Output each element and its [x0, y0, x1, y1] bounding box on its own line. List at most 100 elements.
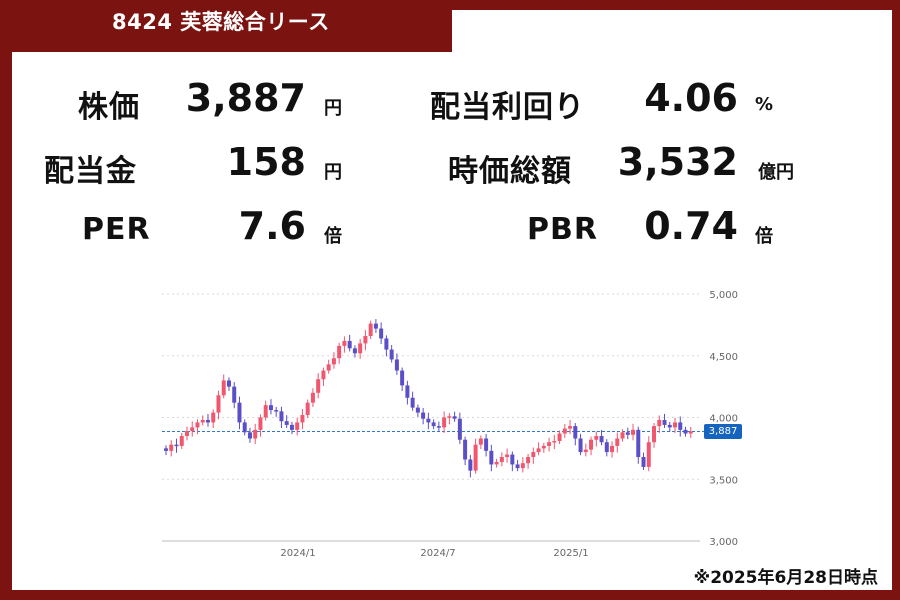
candle-body: [274, 410, 279, 412]
dividend-unit: 円: [324, 162, 342, 183]
candle-body: [295, 422, 300, 430]
dividend-yield-value: 4.06: [644, 76, 738, 120]
candle-body: [195, 422, 200, 428]
candle-body: [436, 426, 441, 428]
market-cap-unit: 億円: [758, 162, 794, 183]
price-unit: 円: [324, 98, 342, 119]
candle-body: [541, 445, 546, 449]
y-tick-label: 3,500: [709, 475, 738, 486]
candle-body: [515, 464, 520, 469]
candle-body: [599, 436, 604, 443]
candle-body: [489, 450, 494, 465]
candle-body: [379, 328, 384, 339]
per-unit: 倍: [324, 226, 342, 247]
candle-body: [363, 335, 368, 344]
candle-body: [578, 438, 583, 453]
candle-body: [305, 402, 310, 416]
candle-body: [557, 433, 562, 441]
candle-body: [615, 438, 620, 446]
x-tick-label: 2024/7: [420, 548, 455, 559]
pbr-label: PBR: [527, 212, 598, 247]
candle-body: [410, 397, 415, 408]
info-panel: [12, 52, 892, 590]
candle-body: [258, 417, 263, 430]
candle-body: [646, 442, 651, 467]
candle-body: [373, 323, 378, 329]
candle-body: [316, 379, 321, 393]
current-price-tag: 3,887: [704, 424, 742, 440]
candle-body: [678, 422, 683, 430]
candle-body: [300, 415, 305, 423]
candle-body: [284, 421, 289, 425]
panel-top-strip: [452, 10, 892, 52]
candle-body: [568, 426, 573, 429]
candle-body: [216, 395, 221, 413]
candle-body: [499, 457, 504, 462]
pbr-unit: 倍: [755, 226, 773, 247]
market-cap-value: 3,532: [617, 140, 738, 184]
candle-body: [179, 436, 184, 446]
candle-body: [174, 444, 179, 447]
candle-body: [347, 340, 352, 349]
candle-body: [620, 432, 625, 439]
candle-body: [447, 416, 452, 418]
candle-body: [394, 359, 399, 371]
candle-body: [510, 454, 515, 465]
candle-body: [457, 418, 462, 440]
candle-body: [310, 392, 315, 403]
candle-body: [442, 417, 447, 428]
title-tab: 8424 芙蓉総合リース: [0, 0, 452, 52]
candle-body: [478, 438, 483, 445]
candle-body: [652, 426, 657, 443]
candle-body: [604, 442, 609, 453]
candle-body: [683, 429, 688, 434]
chart-candles: [164, 319, 693, 478]
price-label: 株価: [78, 90, 140, 125]
candle-body: [169, 444, 174, 451]
candle-body: [573, 426, 578, 439]
candle-body: [190, 427, 195, 432]
candle-body: [289, 424, 294, 430]
y-tick-label: 3,000: [709, 537, 738, 548]
stock-title: 8424 芙蓉総合リース: [112, 10, 330, 34]
candle-body: [184, 431, 189, 437]
candle-body: [631, 429, 636, 435]
candle-body: [200, 419, 205, 423]
candle-body: [242, 422, 247, 433]
candle-body: [667, 424, 672, 428]
candle-body: [426, 418, 431, 423]
candle-body: [389, 349, 394, 360]
candle-body: [415, 407, 420, 413]
candle-body: [384, 338, 389, 350]
candle-body: [505, 454, 510, 458]
y-tick-label: 4,500: [709, 352, 738, 363]
candle-body: [405, 385, 410, 398]
candle-body: [583, 449, 588, 453]
candle-body: [484, 438, 489, 451]
candle-body: [205, 419, 210, 423]
candle-body: [164, 448, 168, 451]
candle-body: [594, 436, 599, 440]
candle-body: [221, 380, 226, 396]
candle-body: [673, 422, 678, 428]
candle-body: [268, 405, 273, 411]
candle-body: [520, 463, 525, 469]
dividend-yield-label: 配当利回り: [430, 90, 585, 125]
candle-body: [526, 457, 531, 464]
price-value: 3,887: [185, 76, 306, 120]
chart-axis-labels: 5,000 4,500 4,000 3,500 3,000 2024/1 2024/7 202…: [280, 290, 738, 559]
candle-body: [473, 444, 478, 471]
as-of-date: ※2025年6月28日時点: [693, 568, 878, 588]
dividend-yield-unit: %: [755, 94, 774, 115]
candle-body: [247, 432, 252, 439]
candle-body: [562, 428, 567, 434]
candle-body: [662, 419, 667, 425]
y-tick-label: 5,000: [709, 290, 738, 301]
candle-body: [237, 402, 242, 423]
candle-body: [326, 364, 331, 371]
candle-body: [358, 343, 363, 354]
candle-body: [610, 445, 615, 453]
candle-body: [279, 411, 284, 422]
